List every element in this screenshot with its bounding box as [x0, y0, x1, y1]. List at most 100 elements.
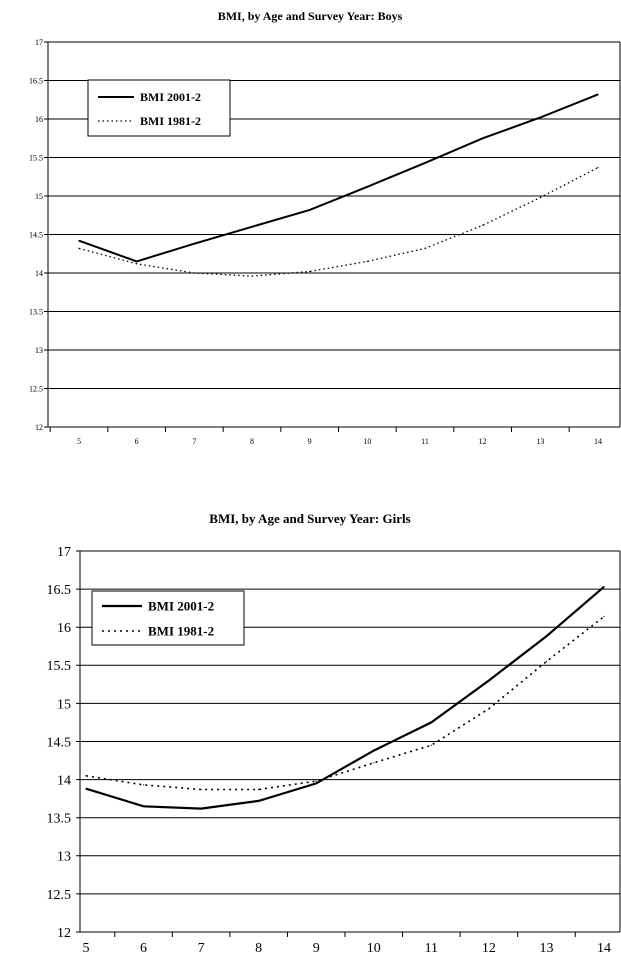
girls-data-point — [85, 788, 87, 790]
girls-x-tick-label: 14 — [597, 941, 611, 956]
girls-y-tick-label: 12 — [57, 926, 71, 941]
boys-data-point — [78, 240, 80, 242]
girls-x-tick-label: 10 — [367, 941, 381, 956]
girls-data-point — [258, 788, 260, 791]
girls-x-tick-label: 6 — [140, 941, 147, 956]
girls-x-tick-label: 9 — [313, 941, 320, 956]
boys-data-point — [193, 243, 195, 245]
boys-legend-box — [87, 79, 231, 137]
boys-data-point — [251, 275, 253, 277]
boys-y-tick-label: 16.5 — [29, 76, 43, 85]
girls-x-tick-label: 13 — [539, 941, 553, 956]
girls-chart-title: BMI, by Age and Survey Year: Girls — [209, 511, 410, 526]
boys-y-tick-label: 12.5 — [29, 384, 43, 393]
boys-legend-label-2001: BMI 2001-2 — [140, 90, 201, 104]
boys-x-tick-label: 9 — [308, 437, 312, 446]
boys-data-point — [309, 209, 311, 211]
girls-x-tick-label: 11 — [425, 941, 438, 956]
girls-x-tick-label: 8 — [255, 941, 262, 956]
girls-series-line-1981 — [85, 615, 605, 791]
girls-data-point — [430, 721, 432, 724]
boys-legend-label-1981: BMI 1981-2 — [140, 114, 201, 128]
girls-data-point — [200, 807, 202, 810]
boys-y-tick-label: 12 — [35, 423, 43, 432]
boys-data-point — [482, 224, 484, 226]
girls-data-point — [258, 800, 260, 802]
girls-legend-label-1981: BMI 1981-2 — [148, 624, 214, 639]
boys-y-tick-label: 15.5 — [29, 153, 43, 162]
boys-data-point — [597, 93, 599, 95]
girls-chart-svg: BMI, by Age and Survey Year: Girls 12 12.5… — [47, 511, 621, 956]
boys-series-line-1981 — [78, 166, 599, 277]
girls-series-line-2001 — [85, 585, 605, 810]
girls-y-tick-label: 14.5 — [47, 735, 72, 750]
boys-data-point — [424, 162, 426, 164]
boys-x-tick-label: 13 — [536, 437, 544, 446]
boys-data-point — [251, 226, 253, 228]
boys-data-point — [539, 116, 541, 119]
boys-data-point — [309, 270, 311, 273]
boys-x-tick-label: 6 — [135, 437, 139, 446]
boys-x-tick-label: 8 — [250, 437, 254, 446]
girls-legend-box — [91, 590, 245, 646]
boys-x-tick-label: 14 — [594, 437, 602, 446]
boys-data-point — [366, 260, 368, 263]
boys-chart-title: BMI, by Age and Survey Year: Boys — [218, 9, 403, 23]
boys-y-tick-label: 16 — [35, 115, 43, 124]
boys-data-point — [597, 166, 599, 169]
girls-y-tick-label: 13.5 — [47, 812, 72, 827]
boys-data-point — [539, 196, 541, 199]
girls-y-tick-label: 16.5 — [47, 583, 72, 598]
girls-data-point — [603, 615, 605, 618]
girls-data-point — [142, 805, 145, 807]
girls-y-tick-label: 16 — [57, 621, 71, 636]
girls-x-tick-label: 7 — [198, 941, 205, 956]
girls-data-point — [85, 775, 87, 777]
girls-y-tick-label: 15.5 — [47, 659, 72, 674]
girls-data-point — [430, 744, 432, 746]
boys-y-tick-label: 17 — [35, 38, 43, 47]
girls-y-tick-label: 17 — [57, 545, 71, 560]
boys-data-point — [78, 247, 80, 249]
girls-data-point — [488, 679, 490, 682]
girls-data-point — [373, 762, 375, 764]
girls-chart: BMI, by Age and Survey Year: Girls 12 12.5… — [0, 500, 621, 967]
boys-data-point — [136, 263, 138, 265]
girls-x-tick-label: 12 — [482, 941, 496, 956]
boys-y-tick-label: 13 — [35, 346, 43, 355]
boys-y-tick-label: 13.5 — [29, 307, 43, 316]
girls-legend: BMI 2001-2 BMI 1981-2 — [91, 590, 245, 646]
girls-data-point — [315, 782, 317, 785]
boys-y-tick-label: 14 — [35, 269, 43, 278]
boys-data-point — [193, 272, 195, 274]
girls-data-point — [142, 784, 145, 786]
boys-chart-svg: BMI, by Age and Survey Year: Boys 12 12.5 1… — [29, 9, 621, 446]
girls-y-tick-label: 13 — [57, 850, 71, 865]
girls-x-tick-label: 5 — [83, 941, 90, 956]
girls-data-point — [315, 780, 317, 782]
girls-data-point — [373, 750, 375, 752]
boys-data-point — [424, 247, 426, 249]
boys-x-tick-label: 7 — [192, 437, 196, 446]
boys-x-tick-label: 11 — [421, 437, 429, 446]
boys-x-tick-label: 12 — [479, 437, 487, 446]
boys-data-point — [482, 137, 484, 139]
girls-data-point — [545, 635, 548, 637]
boys-data-point — [136, 260, 138, 263]
girls-data-point — [200, 788, 202, 791]
boys-legend: BMI 2001-2 BMI 1981-2 — [87, 79, 231, 137]
boys-data-point — [366, 186, 368, 188]
boys-x-tick-label: 5 — [77, 437, 81, 446]
girls-y-tick-label: 15 — [57, 697, 71, 712]
boys-series-line-2001 — [78, 93, 599, 263]
boys-x-tick-label: 10 — [363, 437, 371, 446]
boys-y-tick-label: 14.5 — [29, 230, 43, 239]
girls-y-tick-label: 12.5 — [47, 888, 72, 903]
girls-data-point — [488, 708, 490, 710]
boys-y-tick-label: 15 — [35, 192, 43, 201]
girls-legend-label-2001: BMI 2001-2 — [148, 599, 214, 614]
girls-data-point — [545, 660, 548, 663]
girls-y-tick-label: 14 — [57, 774, 71, 789]
boys-chart: BMI, by Age and Survey Year: Boys 12 12.5 1… — [0, 0, 621, 470]
girls-data-point — [603, 586, 605, 588]
